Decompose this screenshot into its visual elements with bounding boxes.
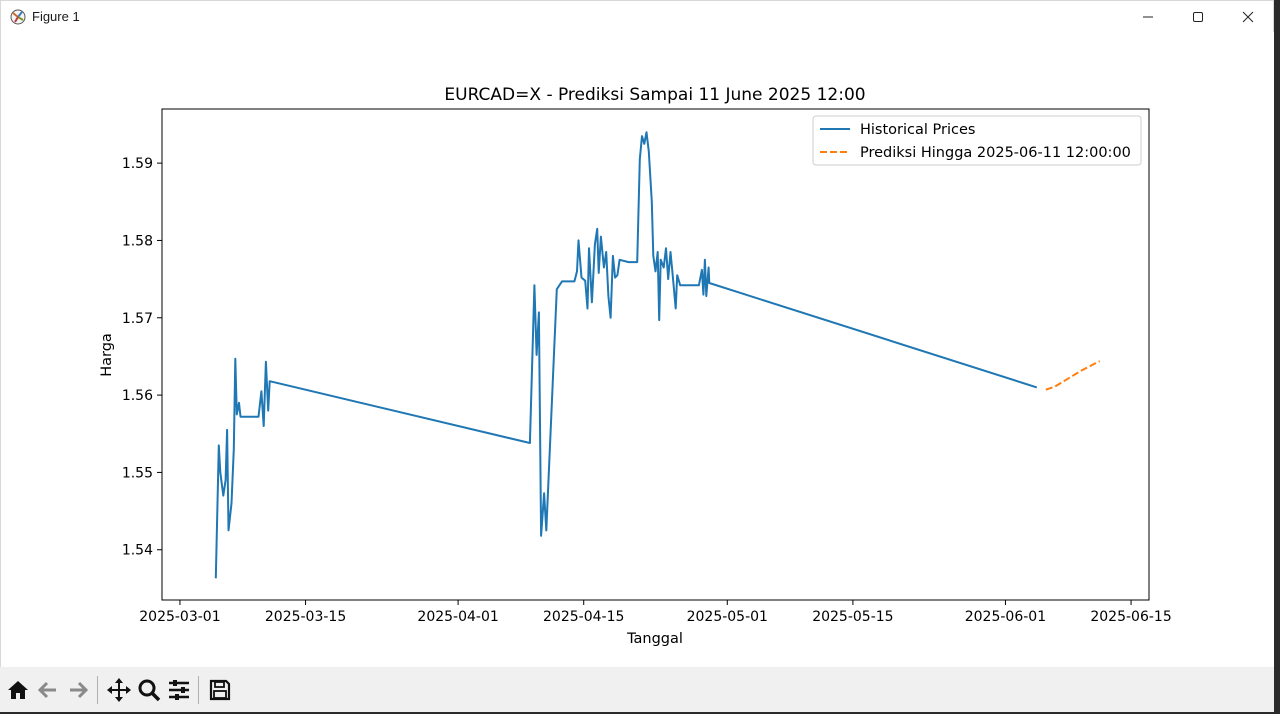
zoom-icon — [138, 679, 161, 701]
series-line-1 — [1045, 360, 1101, 391]
axes-frame — [161, 108, 1150, 601]
y-tick-label: 1.57 — [122, 311, 153, 327]
figure-canvas[interactable]: EURCAD=X - Prediksi Sampai 11 June 2025 … — [2, 32, 1274, 668]
legend: Historical Prices Prediksi Hingga 2025-06… — [812, 115, 1142, 166]
desktop-background — [1274, 0, 1280, 714]
toolbar-separator — [198, 675, 199, 704]
x-tick-label: 2025-05-01 — [687, 609, 768, 625]
series-line-0 — [214, 131, 1038, 579]
window-title: Figure 1 — [32, 9, 80, 24]
back-button[interactable] — [34, 675, 62, 705]
desktop-background-bottom — [0, 712, 1280, 714]
y-tick-label: 1.56 — [122, 388, 153, 404]
close-button[interactable] — [1223, 1, 1273, 32]
x-tick-label: 2025-03-01 — [139, 609, 220, 625]
pan-icon — [107, 677, 131, 702]
forward-arrow-icon — [70, 681, 89, 698]
matplotlib-app-icon — [10, 9, 26, 24]
configure-subplots-button[interactable] — [165, 675, 193, 705]
y-tick-label: 1.54 — [122, 543, 153, 559]
y-tick-label: 1.58 — [122, 233, 153, 249]
x-axis-label: Tanggal — [626, 631, 683, 647]
save-button[interactable] — [206, 675, 234, 705]
legend-label: Prediksi Hingga 2025-06-11 12:00:00 — [860, 145, 1131, 161]
zoom-button[interactable] — [135, 675, 163, 705]
x-tick-label: 2025-06-15 — [1090, 609, 1171, 625]
minimize-icon — [1143, 16, 1153, 17]
home-icon — [8, 680, 28, 699]
configure-subplots-icon — [169, 679, 189, 700]
y-tick-label: 1.59 — [122, 156, 153, 172]
x-tick-label: 2025-03-15 — [265, 609, 346, 625]
home-button[interactable] — [4, 675, 32, 705]
pan-button[interactable] — [105, 675, 133, 705]
y-tick-label: 1.55 — [122, 465, 153, 481]
chart-title: EURCAD=X - Prediksi Sampai 11 June 2025 … — [444, 85, 865, 105]
y-axis-label: Harga — [99, 333, 115, 377]
line-chart: EURCAD=X - Prediksi Sampai 11 June 2025 … — [99, 85, 1172, 647]
forward-button[interactable] — [64, 675, 92, 705]
minimize-button[interactable] — [1123, 1, 1173, 32]
maximize-button[interactable] — [1173, 1, 1223, 32]
navigation-toolbar — [0, 667, 1274, 712]
maximize-icon — [1193, 11, 1203, 22]
title-bar[interactable]: Figure 1 — [1, 1, 1273, 32]
back-arrow-icon — [37, 681, 56, 698]
x-tick-label: 2025-04-15 — [543, 609, 624, 625]
x-tick-label: 2025-05-15 — [812, 609, 893, 625]
legend-box — [812, 115, 1142, 166]
close-icon — [1242, 11, 1254, 22]
legend-label: Historical Prices — [860, 122, 975, 138]
x-tick-label: 2025-06-01 — [965, 609, 1046, 625]
x-tick-label: 2025-04-01 — [417, 609, 498, 625]
save-icon — [209, 679, 231, 700]
toolbar-separator — [97, 675, 98, 704]
